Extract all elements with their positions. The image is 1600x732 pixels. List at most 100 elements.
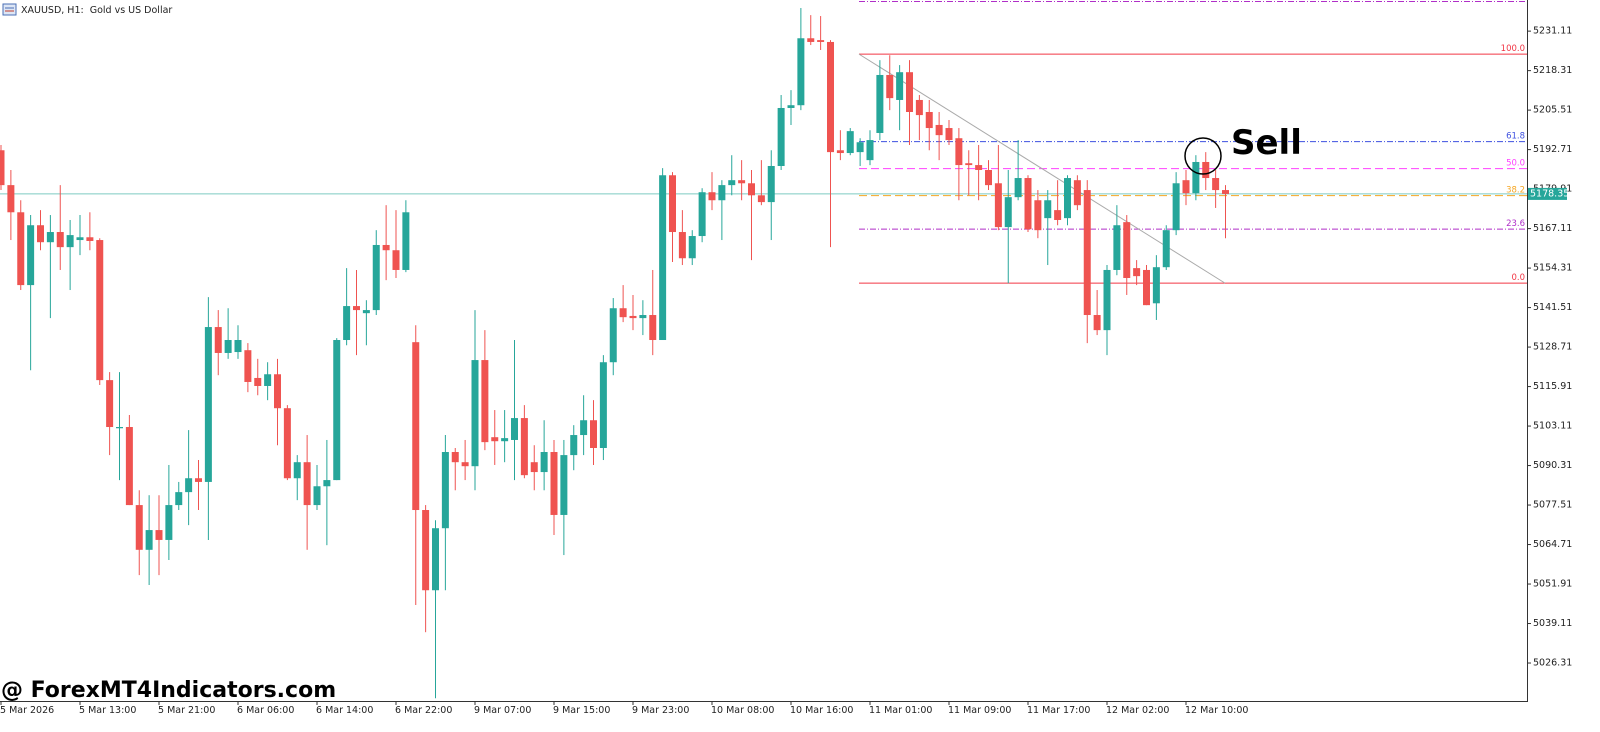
- candles: [0, 8, 1229, 699]
- candle-body: [530, 462, 538, 473]
- candle-body: [985, 170, 992, 186]
- candle-body: [708, 192, 716, 201]
- candle-body: [1133, 268, 1141, 277]
- candle-body: [1093, 315, 1101, 331]
- candle-body: [1162, 230, 1170, 268]
- x-tick-label: 9 Mar 15:00: [553, 705, 610, 716]
- candle-body: [214, 327, 222, 353]
- candle-body: [915, 99, 923, 116]
- candle-body: [748, 183, 755, 196]
- candle-body: [145, 530, 153, 550]
- candle-body: [422, 510, 430, 591]
- candle-body: [1054, 210, 1062, 220]
- candle-body: [7, 185, 15, 213]
- candle-body: [817, 40, 825, 42]
- candle-body: [659, 175, 667, 341]
- chart-title: XAUUSD, H1: Gold vs US Dollar: [21, 5, 172, 16]
- candle-body: [935, 124, 943, 136]
- candle-body: [224, 340, 232, 353]
- y-tick-label: 5077.51: [1533, 500, 1572, 511]
- candle-body: [906, 72, 913, 112]
- candle-body: [135, 505, 143, 550]
- candle-body: [106, 380, 114, 428]
- x-tick-label: 10 Mar 16:00: [790, 705, 853, 716]
- y-tick-label: 5231.11: [1533, 26, 1572, 37]
- candle-body: [580, 420, 588, 436]
- x-tick-label: 11 Mar 01:00: [869, 705, 932, 716]
- candle-body: [520, 418, 528, 476]
- candle-body: [362, 310, 370, 314]
- y-tick-label: 5128.71: [1533, 342, 1572, 353]
- x-tick-label: 10 Mar 08:00: [711, 705, 774, 716]
- candle-body: [1152, 267, 1160, 304]
- x-tick-label: 11 Mar 17:00: [1027, 705, 1090, 716]
- candle-body: [372, 244, 380, 311]
- candle-body: [204, 327, 212, 482]
- candle-body: [599, 362, 607, 448]
- candle-body: [46, 232, 54, 243]
- x-tick-label: 6 Mar 14:00: [316, 705, 373, 716]
- candle-body: [313, 486, 321, 506]
- candle-body: [17, 212, 25, 286]
- candle-body: [1113, 225, 1121, 270]
- current-price-label: 5178.35: [1530, 188, 1569, 199]
- candle-body: [1143, 269, 1150, 306]
- candle-body: [116, 427, 123, 429]
- candle-body: [1202, 161, 1210, 179]
- candle-body: [274, 374, 281, 409]
- fib-level-label: 23.6: [1506, 219, 1525, 229]
- candle-body: [254, 377, 262, 386]
- candle-body: [382, 244, 390, 251]
- x-tick-label: 5 Mar 21:00: [158, 705, 215, 716]
- sell-annotation: Sell: [1231, 123, 1302, 163]
- y-tick-label: 5154.31: [1533, 263, 1572, 274]
- y-tick-label: 5205.51: [1533, 105, 1572, 116]
- candle-body: [1172, 183, 1180, 231]
- candle-body: [728, 180, 736, 186]
- candle-body: [698, 192, 706, 237]
- y-tick-label: 5192.71: [1533, 144, 1572, 155]
- candle-body: [451, 452, 459, 463]
- candle-body: [185, 478, 193, 493]
- candle-body: [866, 140, 874, 161]
- candle-body: [550, 452, 558, 515]
- candle-body: [767, 165, 775, 203]
- current-price-box: [1528, 187, 1567, 200]
- candle-body: [896, 72, 904, 100]
- candle-body: [945, 128, 953, 141]
- candle-body: [975, 165, 983, 171]
- y-tick-label: 5103.11: [1533, 421, 1572, 432]
- fibonacci: 100.0 61.8 50.0 38.2 23.6 0.0: [0, 44, 1527, 284]
- candle-body: [590, 420, 597, 448]
- candle-body: [994, 183, 1002, 228]
- candle-body: [876, 74, 884, 133]
- candle-body: [797, 38, 805, 106]
- candle-body: [1192, 161, 1200, 194]
- y-tick-label: 5141.51: [1533, 302, 1572, 313]
- candle-body: [1222, 190, 1229, 194]
- fib-level-label: 50.0: [1506, 159, 1525, 169]
- candle-body: [540, 452, 548, 473]
- candle-body: [333, 340, 341, 481]
- candle-body: [96, 240, 104, 381]
- fib-level-label: 100.0: [1501, 44, 1525, 54]
- candle-body: [1083, 190, 1091, 316]
- candle-body: [678, 232, 686, 259]
- candle-body: [37, 225, 44, 243]
- candle-body: [471, 360, 479, 467]
- fib-level-label: 61.8: [1506, 132, 1525, 142]
- candle-body: [264, 374, 272, 386]
- candle-body: [402, 212, 410, 270]
- candle-body: [392, 250, 400, 270]
- candle-body: [234, 340, 242, 353]
- candle-body: [343, 306, 351, 341]
- candle-body: [787, 105, 795, 108]
- fib-level-label: 0.0: [1511, 273, 1525, 283]
- x-tick-label: 11 Mar 09:00: [948, 705, 1011, 716]
- candle-body: [639, 315, 647, 319]
- candle-body: [827, 41, 834, 153]
- candle-body: [511, 418, 518, 440]
- candle-body: [1044, 200, 1052, 219]
- candle-body: [718, 185, 726, 201]
